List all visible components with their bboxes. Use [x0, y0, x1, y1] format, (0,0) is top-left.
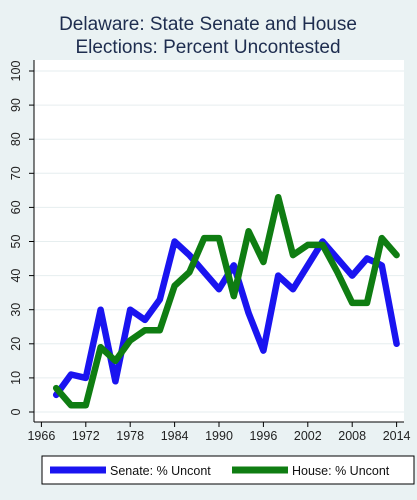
y-tick-label-90: 90 [9, 98, 23, 112]
chart-title-line-1: Delaware: State Senate and House [59, 14, 357, 35]
y-tick-label-70: 70 [9, 166, 23, 180]
y-tick-label-100: 100 [9, 61, 23, 82]
x-tick-label-1990: 1990 [205, 429, 233, 443]
y-tick-label-30: 30 [9, 303, 23, 317]
axes [29, 60, 404, 427]
y-tick-label-50: 50 [9, 235, 23, 249]
gridlines [34, 70, 404, 413]
y-tick-label-10: 10 [9, 371, 23, 385]
y-tick-label-0: 0 [9, 408, 23, 415]
series-lines [52, 193, 400, 409]
chart-title-line-2: Elections: Percent Uncontested [75, 37, 340, 58]
x-tick-label-1984: 1984 [161, 429, 189, 443]
legend: Senate: % Uncont House: % Uncont [41, 455, 415, 485]
x-tick-label-1978: 1978 [116, 429, 144, 443]
y-tick-label-80: 80 [9, 132, 23, 146]
x-tick-label-1966: 1966 [27, 429, 55, 443]
x-tick-label-1972: 1972 [72, 429, 100, 443]
tick-labels: 0 10 20 30 40 50 60 70 80 90 100 1966 1972 1978 1984 19… [9, 61, 411, 443]
x-tick-label-2014: 2014 [383, 429, 411, 443]
legend-label-senate: Senate: % Uncont [110, 464, 211, 478]
x-tick-label-2008: 2008 [338, 429, 366, 443]
y-tick-label-20: 20 [9, 337, 23, 351]
x-tick-label-2002: 2002 [294, 429, 322, 443]
x-tick-label-1996: 1996 [249, 429, 277, 443]
y-tick-label-40: 40 [9, 269, 23, 283]
legend-label-house: House: % Uncont [292, 464, 390, 478]
series-line-house [52, 193, 400, 409]
y-tick-label-60: 60 [9, 200, 23, 214]
